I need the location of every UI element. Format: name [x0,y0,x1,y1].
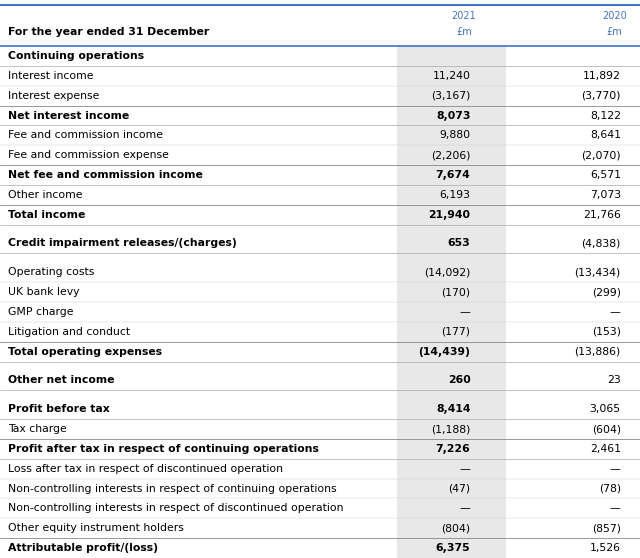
Text: Operating costs: Operating costs [8,267,94,277]
Text: Net interest income: Net interest income [8,110,129,121]
Text: Non-controlling interests in respect of discontinued operation: Non-controlling interests in respect of … [8,503,343,513]
Text: 653: 653 [447,238,470,248]
Text: 21,940: 21,940 [428,210,470,220]
Text: Profit after tax in respect of continuing operations: Profit after tax in respect of continuin… [8,444,319,454]
Text: 3,065: 3,065 [589,404,621,414]
Text: 2021: 2021 [452,11,476,21]
Text: 8,414: 8,414 [436,404,470,414]
Text: UK bank levy: UK bank levy [8,287,79,297]
Text: Total operating expenses: Total operating expenses [8,347,162,357]
Text: (804): (804) [441,523,470,533]
Text: Attributable profit/(loss): Attributable profit/(loss) [8,543,157,553]
Text: Credit impairment releases/(charges): Credit impairment releases/(charges) [8,238,236,248]
Text: Profit before tax: Profit before tax [8,404,109,414]
Text: Tax charge: Tax charge [8,424,67,434]
Text: Total income: Total income [8,210,85,220]
Text: 23: 23 [607,376,621,386]
Text: (857): (857) [592,523,621,533]
Text: 7,073: 7,073 [589,190,621,200]
Text: (14,439): (14,439) [419,347,470,357]
Text: 6,193: 6,193 [440,190,470,200]
Text: 21,766: 21,766 [583,210,621,220]
Text: 6,375: 6,375 [436,543,470,553]
Text: Litigation and conduct: Litigation and conduct [8,327,130,337]
Text: (604): (604) [591,424,621,434]
Text: 8,073: 8,073 [436,110,470,121]
Text: (4,838): (4,838) [581,238,621,248]
Text: (299): (299) [592,287,621,297]
Text: (13,886): (13,886) [575,347,621,357]
Text: (177): (177) [442,327,470,337]
Text: (78): (78) [598,484,621,494]
Text: (14,092): (14,092) [424,267,470,277]
Text: 2020: 2020 [602,11,627,21]
Text: —: — [610,307,621,317]
Text: Other equity instrument holders: Other equity instrument holders [8,523,184,533]
Text: —: — [610,464,621,474]
Text: 8,122: 8,122 [590,110,621,121]
Text: 2,461: 2,461 [590,444,621,454]
Text: Interest income: Interest income [8,71,93,81]
Text: 7,674: 7,674 [436,170,470,180]
Text: (13,434): (13,434) [575,267,621,277]
Text: (3,167): (3,167) [431,90,470,100]
Text: —: — [460,464,470,474]
Text: (170): (170) [441,287,470,297]
Bar [397,46,506,558]
Text: (2,206): (2,206) [431,150,470,160]
Text: (1,188): (1,188) [431,424,470,434]
Text: 8,641: 8,641 [590,131,621,141]
Text: Non-controlling interests in respect of continuing operations: Non-controlling interests in respect of … [8,484,336,494]
Text: —: — [610,503,621,513]
Text: Other net income: Other net income [8,376,114,386]
Text: Fee and commission income: Fee and commission income [8,131,163,141]
Text: 11,240: 11,240 [433,71,470,81]
Text: —: — [460,503,470,513]
Text: (153): (153) [592,327,621,337]
Text: £m: £m [456,27,472,37]
Text: For the year ended 31 December: For the year ended 31 December [8,27,209,37]
Text: GMP charge: GMP charge [8,307,73,317]
Text: (3,770): (3,770) [581,90,621,100]
Text: Other income: Other income [8,190,82,200]
Text: 1,526: 1,526 [590,543,621,553]
Text: 11,892: 11,892 [583,71,621,81]
Text: Continuing operations: Continuing operations [8,51,144,61]
Text: 6,571: 6,571 [590,170,621,180]
Text: £m: £m [607,27,622,37]
Text: —: — [460,307,470,317]
Text: (2,070): (2,070) [581,150,621,160]
Text: Loss after tax in respect of discontinued operation: Loss after tax in respect of discontinue… [8,464,283,474]
Text: Net fee and commission income: Net fee and commission income [8,170,202,180]
Text: 9,880: 9,880 [439,131,470,141]
Text: Interest expense: Interest expense [8,90,99,100]
Text: 260: 260 [447,376,470,386]
Text: Fee and commission expense: Fee and commission expense [8,150,168,160]
Text: 7,226: 7,226 [436,444,470,454]
Text: (47): (47) [448,484,470,494]
